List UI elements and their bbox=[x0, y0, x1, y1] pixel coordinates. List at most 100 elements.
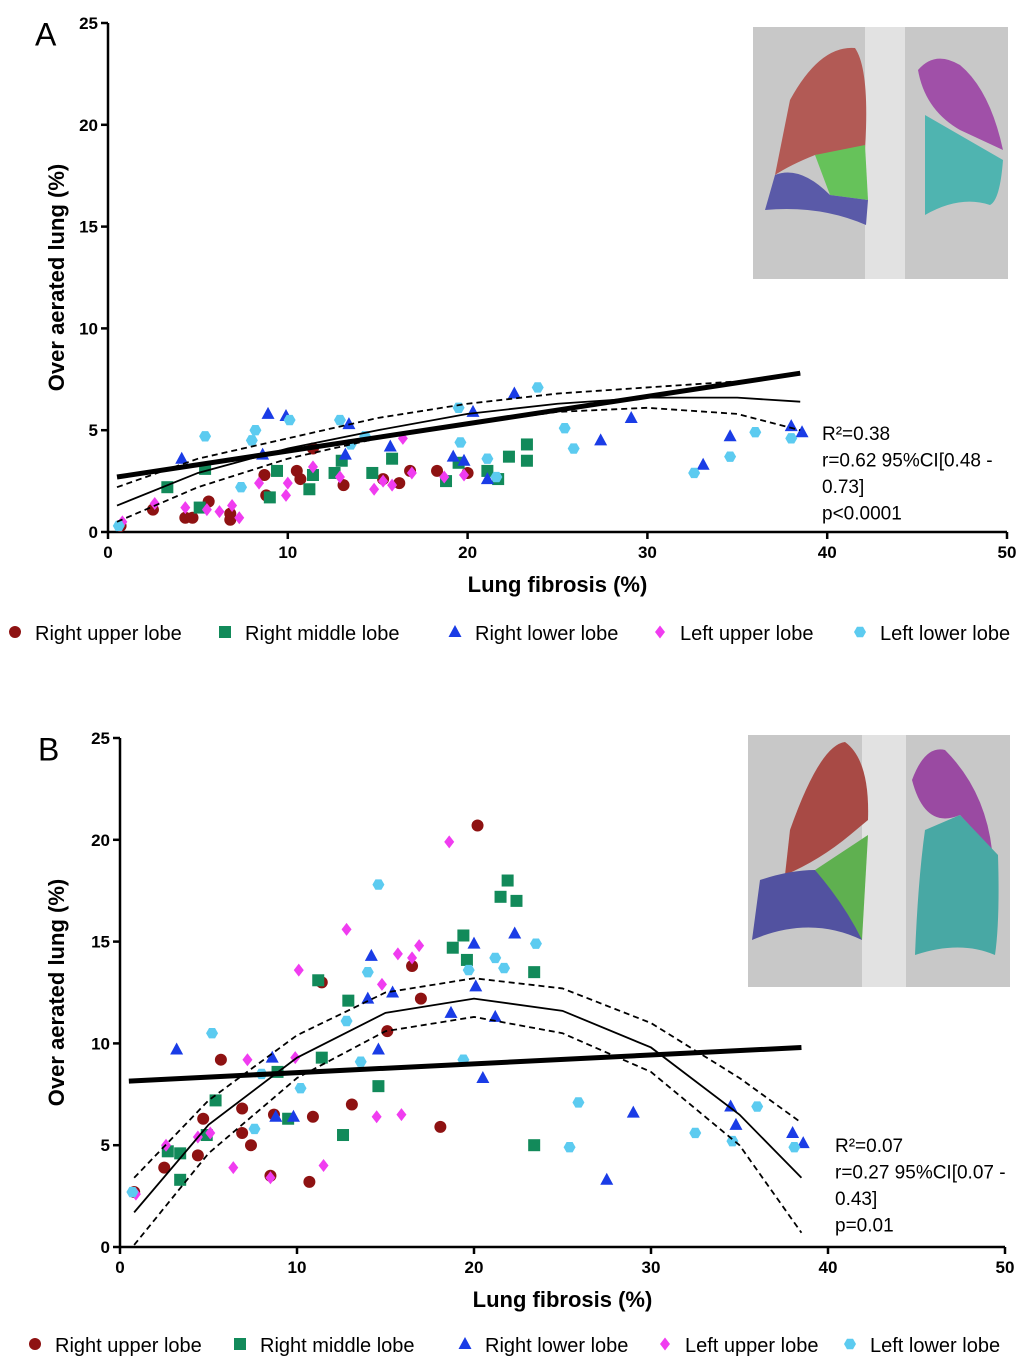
point bbox=[307, 460, 318, 474]
point bbox=[242, 1053, 253, 1067]
point bbox=[796, 1136, 810, 1149]
legend-marker bbox=[448, 625, 462, 637]
point bbox=[507, 386, 521, 399]
point bbox=[457, 929, 470, 942]
point bbox=[446, 449, 460, 462]
point bbox=[785, 433, 798, 444]
point bbox=[786, 1125, 800, 1138]
x-axis-title: Lung fibrosis (%) bbox=[473, 1287, 653, 1312]
point bbox=[271, 464, 284, 477]
point bbox=[249, 425, 262, 436]
y-tick-label: 25 bbox=[91, 729, 110, 748]
y-tick-label: 0 bbox=[89, 523, 98, 542]
point bbox=[376, 977, 387, 991]
panel-label: B bbox=[38, 731, 59, 767]
x-tick-label: 30 bbox=[642, 1258, 661, 1277]
point bbox=[214, 505, 225, 519]
point bbox=[235, 482, 248, 493]
ct-spine bbox=[862, 735, 906, 987]
point bbox=[303, 1175, 316, 1188]
y-tick-label: 25 bbox=[79, 14, 98, 33]
point bbox=[520, 438, 533, 451]
point bbox=[480, 472, 494, 485]
point bbox=[446, 941, 459, 954]
fit-line bbox=[116, 406, 801, 523]
stat-annotation: p<0.0001 bbox=[822, 504, 902, 525]
point bbox=[406, 960, 419, 973]
lobe-ru bbox=[775, 47, 867, 175]
point bbox=[444, 835, 455, 849]
point bbox=[466, 404, 480, 417]
point bbox=[236, 1102, 249, 1115]
point bbox=[303, 483, 316, 496]
point bbox=[520, 454, 533, 467]
point bbox=[392, 947, 403, 961]
point bbox=[315, 1051, 328, 1064]
point bbox=[788, 1142, 801, 1153]
point bbox=[471, 819, 484, 832]
lobe-rm bbox=[815, 835, 868, 940]
point bbox=[624, 410, 638, 423]
stat-annotation: p=0.01 bbox=[835, 1216, 894, 1237]
stat-annotation: 0.73] bbox=[822, 477, 864, 498]
point bbox=[452, 402, 465, 414]
stat-annotation: R²=0.38 bbox=[822, 424, 890, 445]
point bbox=[248, 1123, 261, 1135]
point bbox=[294, 1082, 307, 1094]
point bbox=[469, 979, 483, 992]
point bbox=[340, 1015, 353, 1027]
legend-label: Right middle lobe bbox=[260, 1335, 415, 1357]
point bbox=[342, 994, 355, 1007]
point bbox=[724, 451, 737, 462]
legend-label: Left lower lobe bbox=[870, 1335, 1000, 1357]
point bbox=[508, 926, 522, 939]
point bbox=[528, 966, 541, 979]
point bbox=[488, 1009, 502, 1022]
lobe-lu bbox=[912, 749, 992, 850]
stat-annotation: r=0.62 95%CI[0.48 - bbox=[822, 451, 993, 472]
legend-label: Left upper lobe bbox=[685, 1335, 818, 1357]
point bbox=[361, 991, 375, 1004]
point bbox=[567, 443, 580, 454]
legend-label: Left lower lobe bbox=[880, 623, 1010, 645]
legend-marker bbox=[458, 1337, 472, 1349]
point bbox=[312, 974, 325, 987]
y-tick-label: 20 bbox=[91, 831, 110, 850]
point bbox=[501, 874, 514, 887]
legend-marker bbox=[660, 1337, 670, 1351]
legend-marker bbox=[29, 1338, 41, 1350]
point bbox=[175, 451, 189, 464]
x-tick-label: 10 bbox=[278, 543, 297, 562]
y-tick-label: 10 bbox=[79, 319, 98, 338]
point bbox=[318, 1159, 329, 1173]
point bbox=[227, 499, 238, 513]
point bbox=[431, 464, 444, 477]
y-axis-title: Over aerated lung (%) bbox=[44, 879, 69, 1106]
point bbox=[434, 1120, 447, 1133]
point bbox=[205, 1126, 216, 1140]
fit-line bbox=[128, 1044, 802, 1084]
point bbox=[244, 1139, 257, 1152]
lobe-rm bbox=[815, 145, 868, 200]
legend-marker bbox=[219, 626, 231, 638]
point bbox=[372, 879, 385, 890]
point bbox=[414, 992, 427, 1005]
fit-line bbox=[133, 997, 803, 1213]
point bbox=[366, 466, 379, 479]
x-tick-label: 30 bbox=[638, 543, 657, 562]
point bbox=[784, 419, 798, 432]
fit-line bbox=[116, 370, 801, 480]
point bbox=[724, 1099, 738, 1112]
stat-annotation: 0.43] bbox=[835, 1189, 877, 1210]
point bbox=[749, 427, 762, 438]
point bbox=[269, 1109, 283, 1122]
point bbox=[149, 496, 160, 510]
point bbox=[361, 966, 374, 978]
point bbox=[459, 468, 470, 482]
y-tick-label: 15 bbox=[79, 218, 98, 237]
point bbox=[502, 450, 515, 463]
x-tick-label: 40 bbox=[819, 1258, 838, 1277]
point bbox=[337, 1129, 350, 1142]
point bbox=[341, 922, 352, 936]
point bbox=[467, 936, 481, 949]
